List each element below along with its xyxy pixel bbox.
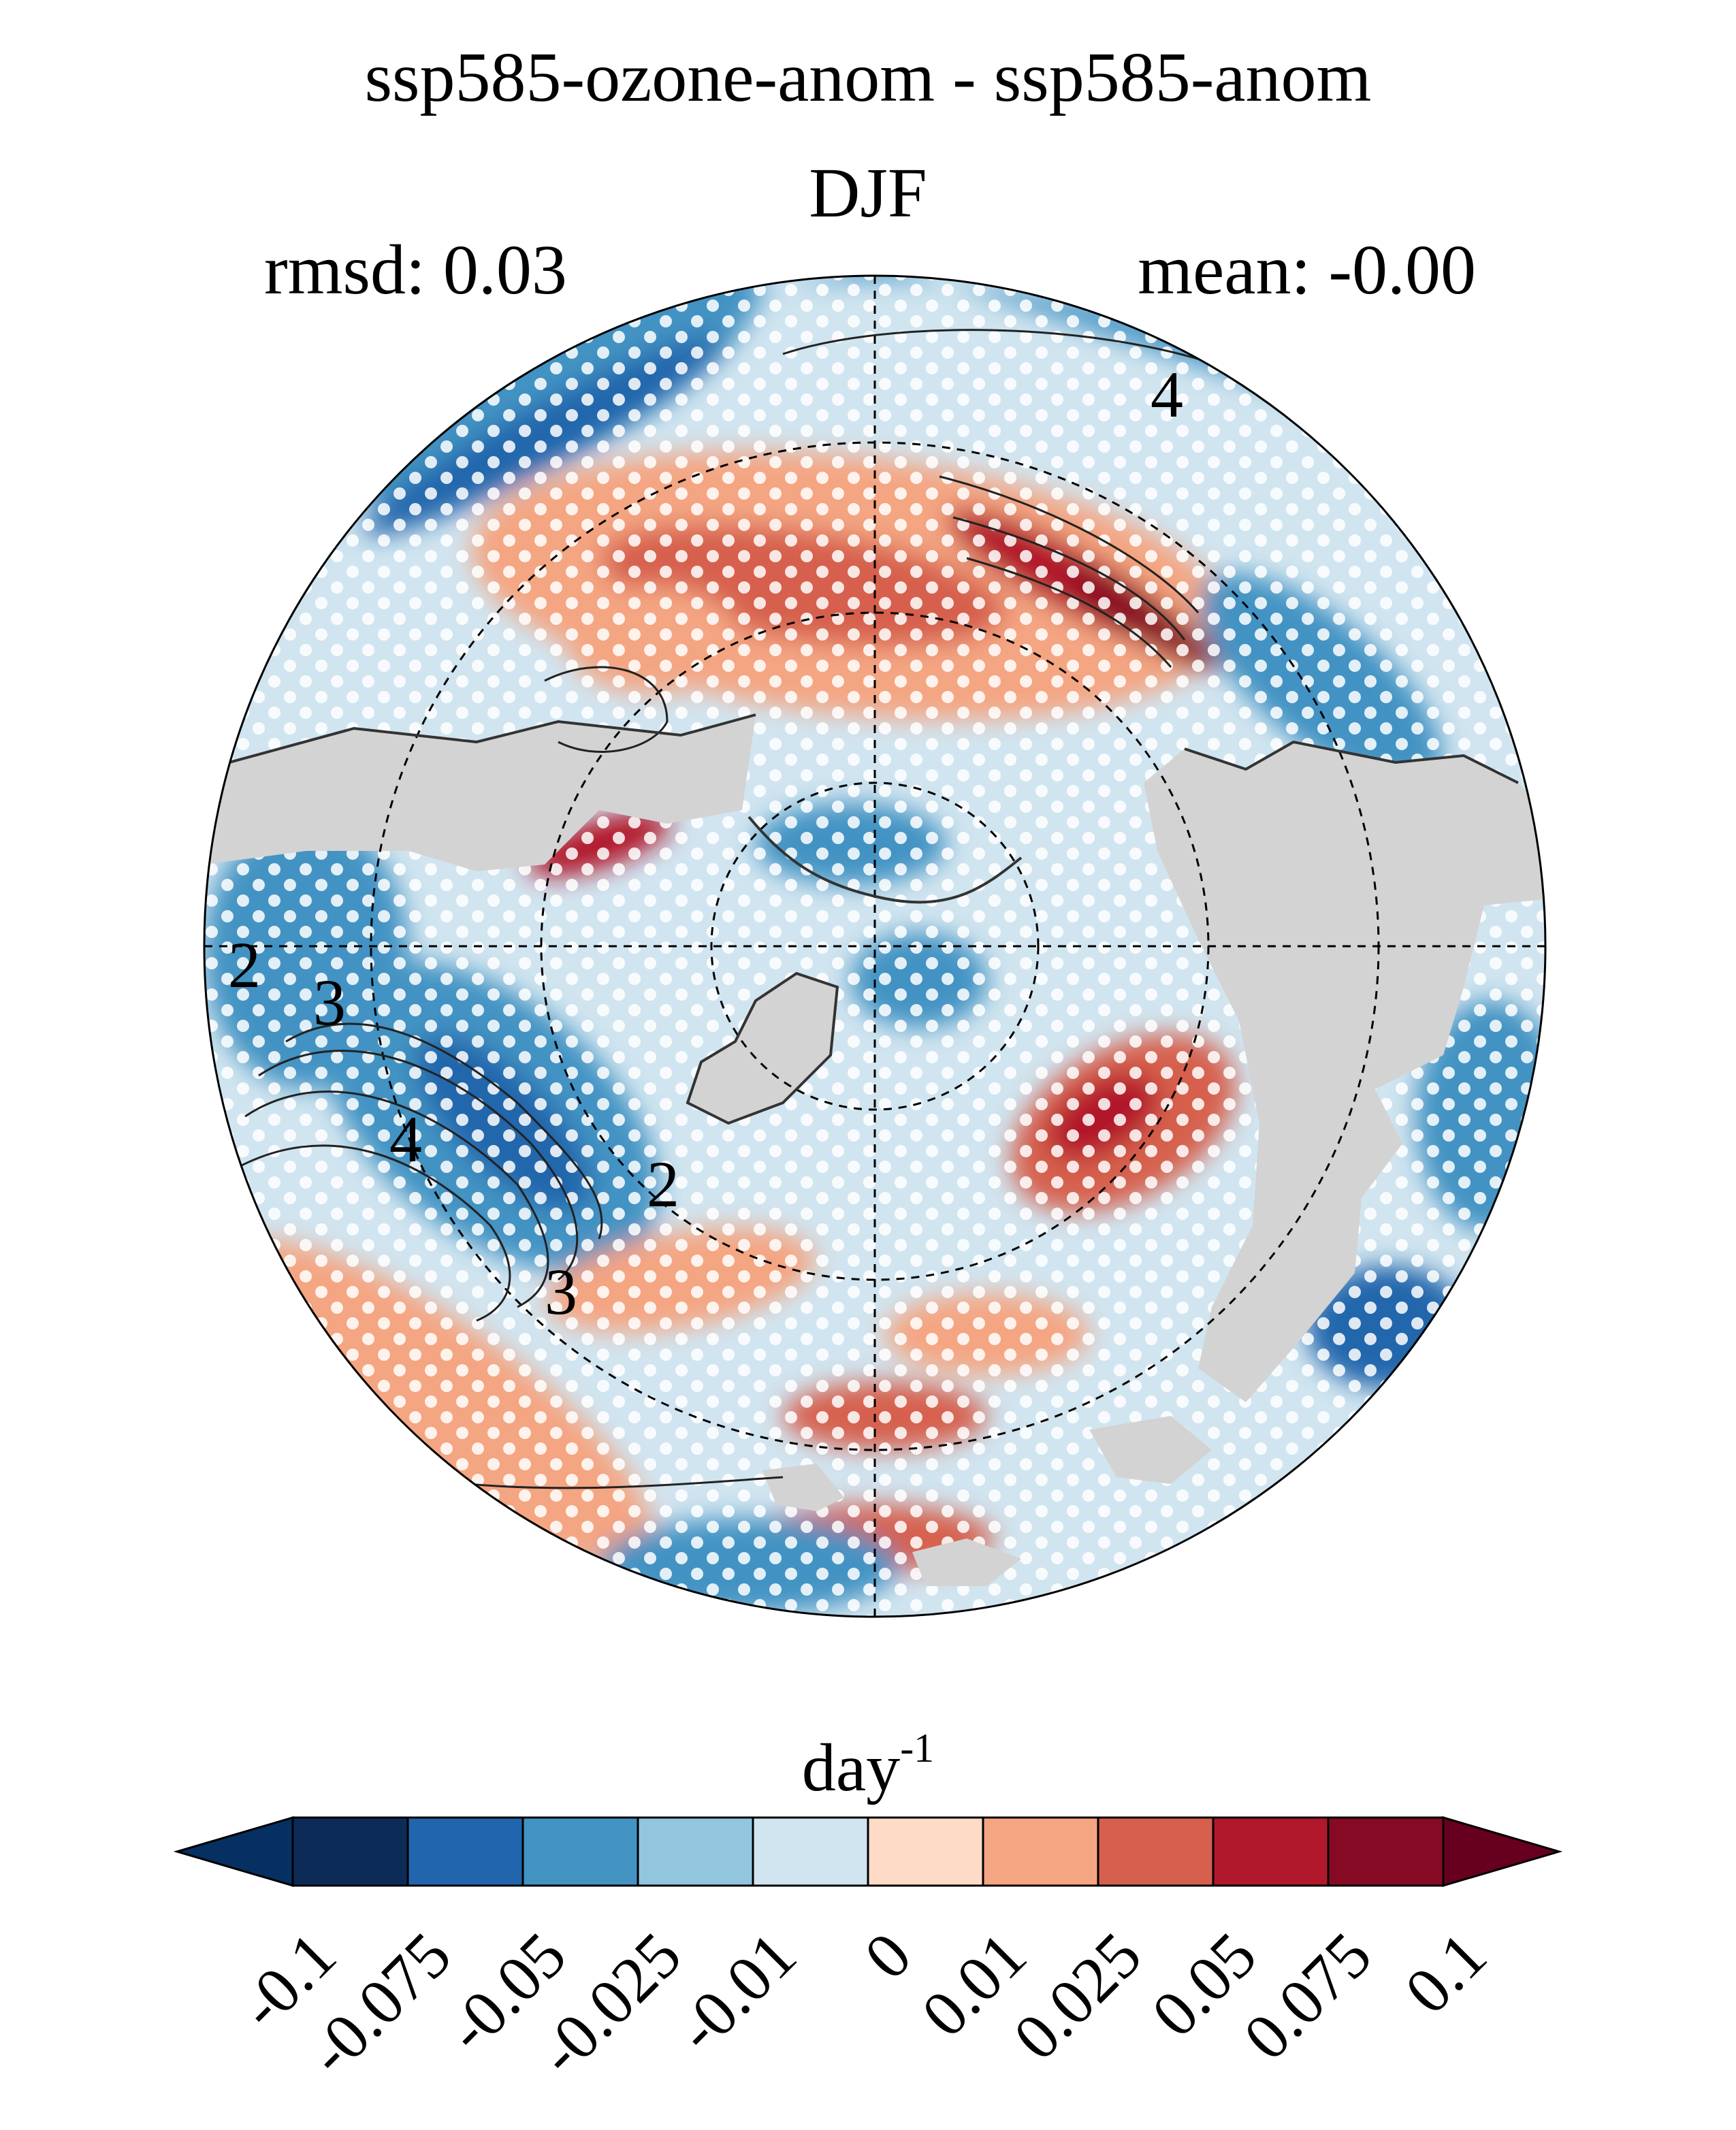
rmsd-label: rmsd: 0.03 [264, 231, 567, 309]
colorbar-tick-label: -0.01 [662, 1918, 809, 2066]
colorbar-unit: day-1 [801, 1726, 935, 1805]
graticule [204, 276, 1545, 1617]
colorbar-segment [867, 1816, 984, 1887]
colorbar-segment [752, 1816, 869, 1887]
coastlines [204, 713, 1519, 1125]
contour-label: 4 [389, 1103, 422, 1176]
contour-label: 3 [545, 1255, 577, 1328]
colorbar-segment [1097, 1816, 1215, 1887]
colorbar-tick-label: 0 [850, 1918, 925, 1993]
colorbar-extend-high [1442, 1816, 1563, 1888]
colorbar-tick-label: 0.025 [999, 1918, 1155, 2073]
colorbar-segment [406, 1816, 524, 1887]
contour-label: 2 [228, 929, 261, 1001]
colorbar-tick-label: 0.075 [1229, 1918, 1385, 2073]
contour-label: 4 [1151, 358, 1183, 431]
season-label: DJF [809, 154, 927, 232]
mean-label: mean: -0.00 [1138, 231, 1476, 309]
colorbar-segment [1327, 1816, 1445, 1887]
map-border [203, 274, 1547, 1618]
colorbar-segment [291, 1816, 409, 1887]
contour-label-group: 4 4 3 2 3 2 [228, 358, 1183, 1328]
contour-lines [231, 329, 1226, 1489]
colorbar-segment [637, 1816, 754, 1887]
colorbar-segment [982, 1816, 1099, 1887]
colorbar-segment [1212, 1816, 1330, 1887]
chart-title: ssp585-ozone-anom - ssp585-anom [364, 38, 1372, 116]
colorbar: -0.1-0.075-0.05-0.025-0.01 00.010.0250.05… [173, 1816, 1563, 2089]
colorbar-segment [521, 1816, 639, 1887]
polar-map [204, 276, 1545, 1617]
contour-label: 3 [313, 966, 346, 1039]
colorbar-extend-low [173, 1816, 294, 1888]
contour-label: 2 [647, 1148, 679, 1221]
colorbar-tick-label: 0.1 [1391, 1918, 1500, 2028]
